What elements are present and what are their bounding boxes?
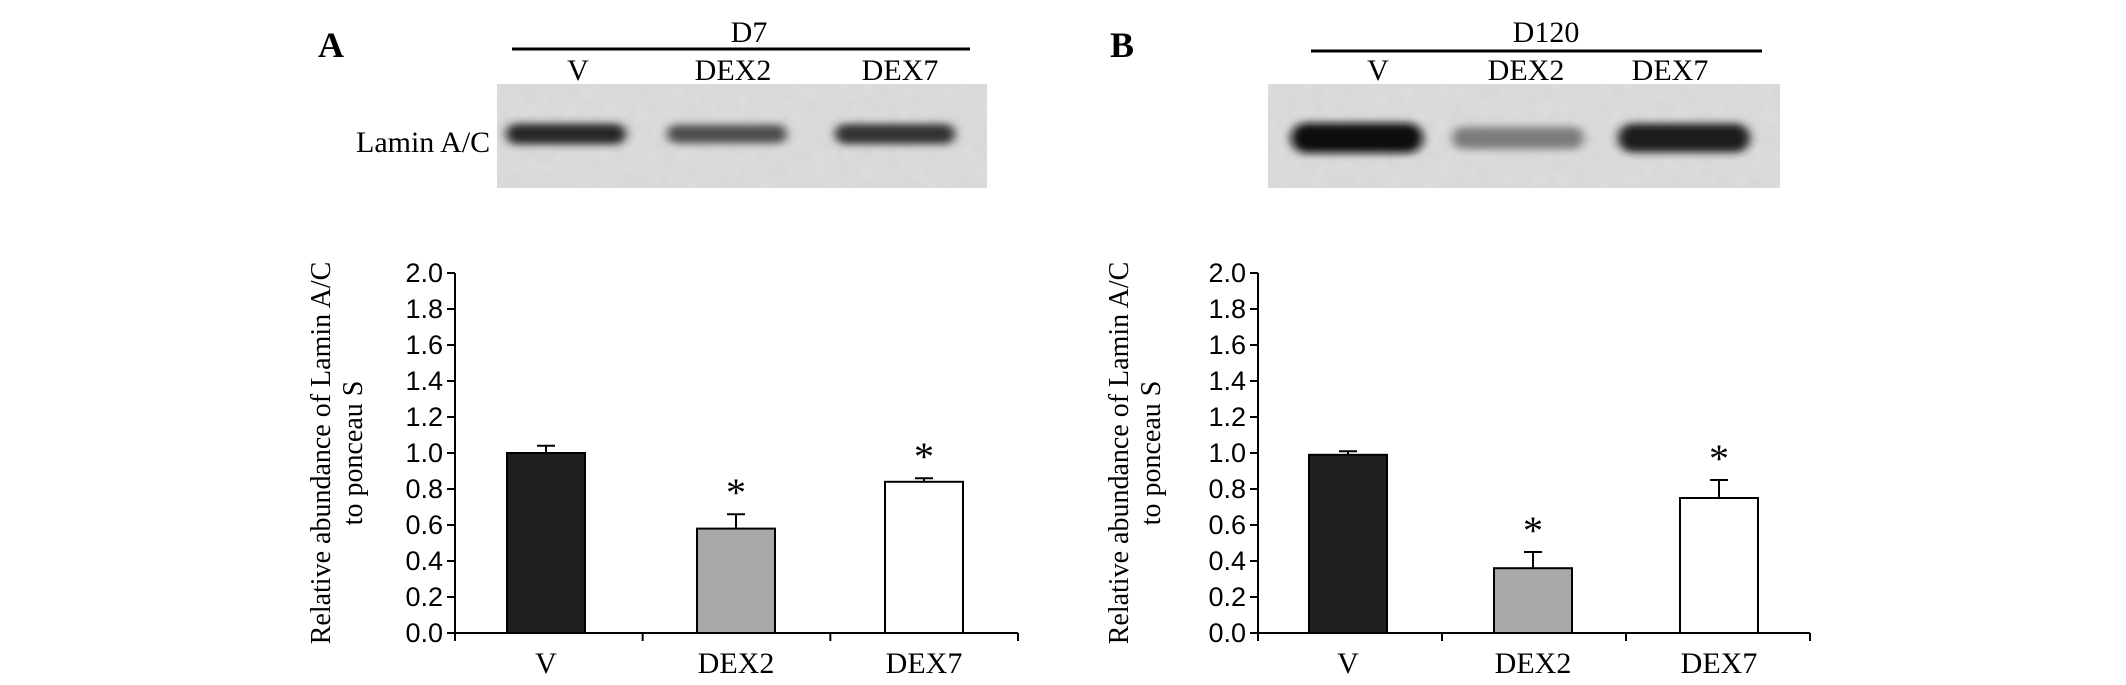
y-tick-label: 0.6 [405,510,443,540]
panel-letter-b: B [1110,25,1134,65]
x-tick-label: DEX2 [1495,647,1572,680]
y-tick-label: 0.0 [1208,618,1246,648]
bar-chart-b: Relative abundance of Lamin A/C to ponce… [1104,258,1811,680]
y-tick-label: 1.4 [1208,366,1246,396]
blot-band [1452,127,1584,149]
blot-band [1291,123,1423,153]
x-tick-label: V [1337,647,1359,680]
significance-marker: * [1523,508,1543,553]
y-tick-label: 1.6 [1208,330,1246,360]
bar-v [1308,453,1388,634]
y-tick-label: 0.0 [405,618,443,648]
western-blot-image-a [497,84,987,188]
y-axis-label: to ponceau S [338,381,369,526]
y-tick-label: 2.0 [405,258,443,288]
y-axis-label: to ponceau S [1136,381,1167,526]
blot-band [1618,123,1750,153]
y-tick-label: 0.2 [405,582,443,612]
y-tick-label: 1.2 [1208,402,1246,432]
blot-band [506,123,626,145]
significance-marker: * [1709,436,1729,481]
y-tick-label: 1.6 [405,330,443,360]
blot-band [835,123,955,145]
timepoint-label-a: D7 [731,16,768,49]
y-tick-label: 1.2 [405,402,443,432]
y-tick-label: 1.8 [1208,294,1246,324]
x-tick-label: DEX7 [1681,647,1758,680]
blot-lane-label: DEX2 [695,54,772,87]
y-tick-label: 0.2 [1208,582,1246,612]
bar-dex2 [1493,567,1573,635]
y-axis-label: Relative abundance of Lamin A/C [306,262,337,645]
blot-lane-label: V [567,54,589,87]
y-tick-label: 0.4 [1208,546,1246,576]
significance-marker: * [914,434,934,479]
timepoint-label-b: D120 [1513,16,1580,49]
blot-lane-label: DEX7 [862,54,939,87]
x-tick-label: DEX2 [698,647,775,680]
y-axis-label: Relative abundance of Lamin A/C [1104,262,1135,645]
blot-lane-label: V [1367,54,1389,87]
y-tick-label: 0.4 [405,546,443,576]
panel-letter-a: A [318,25,344,65]
x-tick-label: V [535,647,557,680]
bar-dex7 [1679,497,1759,634]
bar-dex7 [884,480,964,634]
y-tick-label: 1.4 [405,366,443,396]
panel-a: A D7 V DEX2 DEX7 Lamin A/C [318,16,987,188]
y-tick-label: 0.8 [405,474,443,504]
blot-protein-label: Lamin A/C [356,126,490,159]
western-blot-image-b [1268,84,1780,188]
bar-dex2 [696,527,776,634]
y-tick-label: 1.8 [405,294,443,324]
bar-v [506,452,586,634]
blot-lane-label: DEX7 [1632,54,1709,87]
y-tick-label: 0.6 [1208,510,1246,540]
blot-lane-label: DEX2 [1488,54,1565,87]
y-tick-label: 1.0 [405,438,443,468]
bar-chart-a: Relative abundance of Lamin A/C to ponce… [306,258,1019,680]
y-tick-label: 0.8 [1208,474,1246,504]
panel-b: B D120 V DEX2 DEX7 [1110,16,1780,188]
y-tick-label: 2.0 [1208,258,1246,288]
significance-marker: * [726,470,746,515]
x-tick-label: DEX7 [886,647,963,680]
y-tick-label: 1.0 [1208,438,1246,468]
blot-band [667,124,787,144]
